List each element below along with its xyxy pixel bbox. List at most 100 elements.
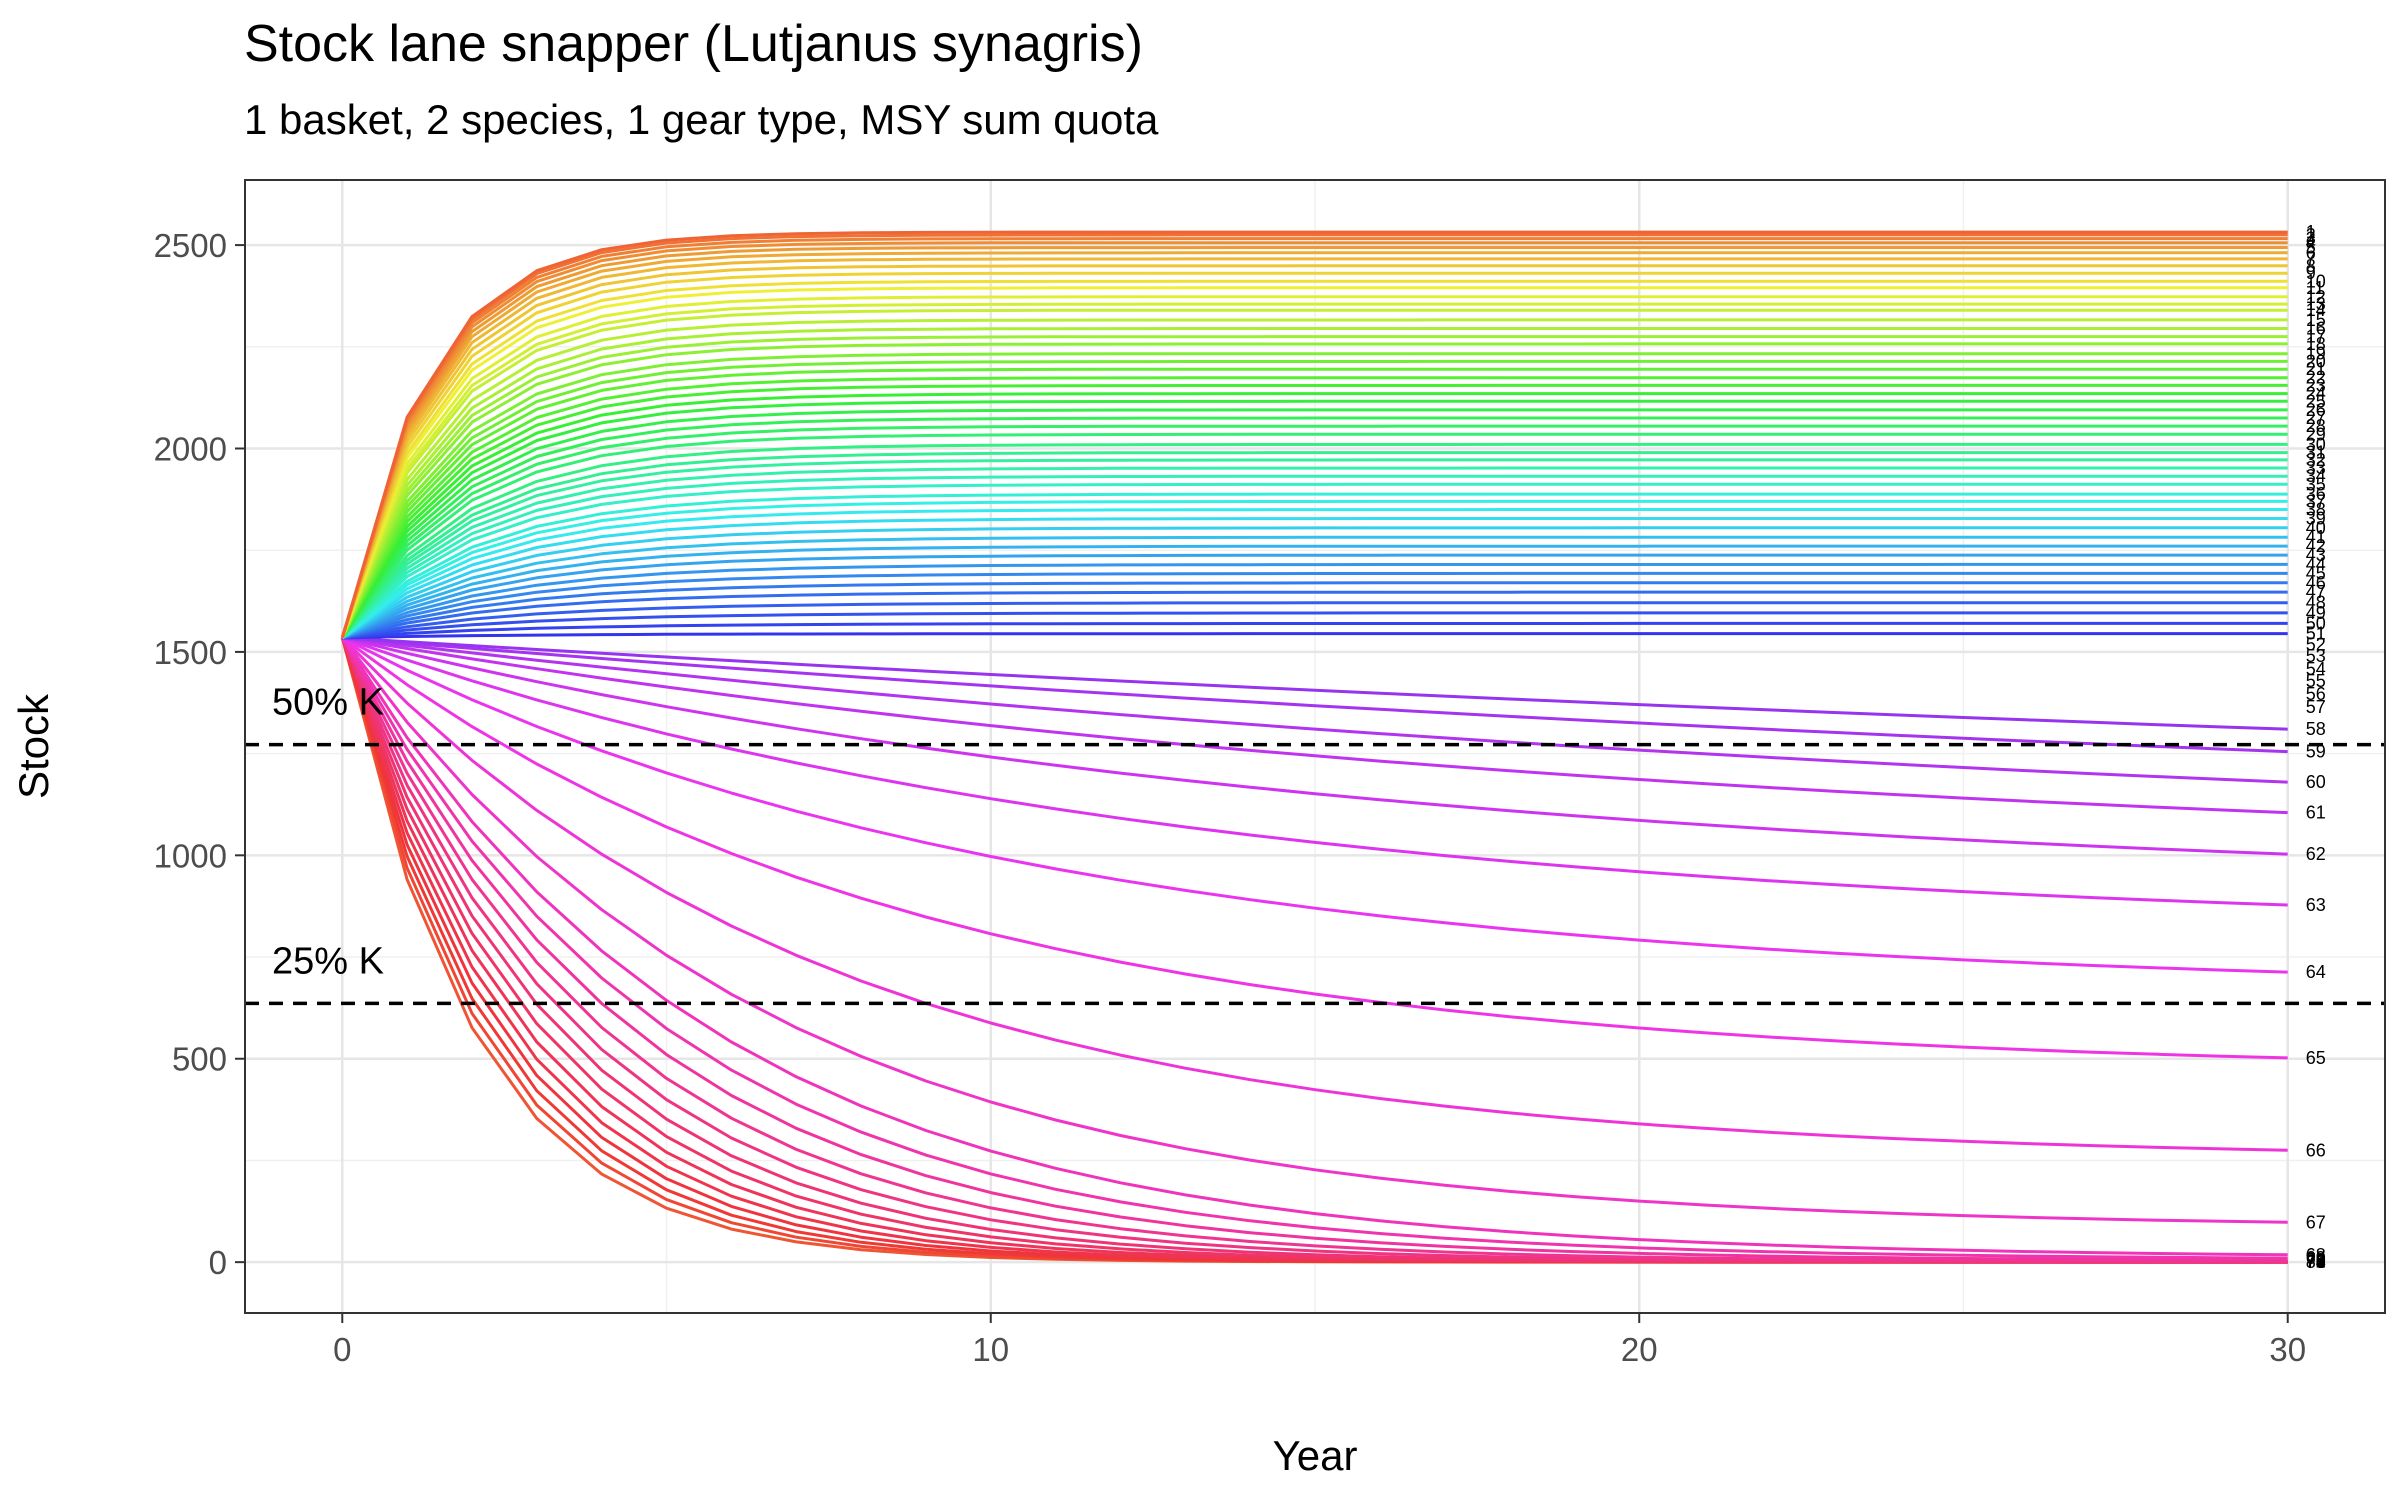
- series-line: [340, 637, 2288, 1263]
- series-end-label: 23: [2306, 375, 2326, 395]
- series-end-label: 79: [2306, 1252, 2326, 1272]
- series-line: [342, 632, 2288, 640]
- reference-lines: 50% K 25% K: [245, 682, 2385, 1006]
- chart-title: Stock lane snapper (Lutjanus synagris): [244, 15, 1143, 73]
- series-line: [340, 264, 2288, 639]
- series-end-label: 28: [2306, 416, 2326, 436]
- series-end-label: 47: [2306, 582, 2326, 602]
- series-line: [340, 241, 2288, 639]
- series-end-label: 55: [2306, 671, 2326, 691]
- x-tick-label: 30: [2269, 1331, 2306, 1368]
- y-tick-label: 1000: [154, 837, 227, 874]
- series-end-label: 11: [2306, 278, 2325, 298]
- series-end-label: 65: [2306, 1048, 2326, 1068]
- series-end-label: 58: [2306, 719, 2326, 739]
- series-end-label: 33: [2306, 458, 2326, 478]
- series-end-label: 9: [2306, 263, 2316, 283]
- series-end-label: 64: [2306, 962, 2326, 982]
- series-line: [341, 432, 2288, 639]
- series-end-label: 68: [2306, 1245, 2326, 1265]
- reference-line-label: 25% K: [272, 940, 384, 982]
- series-line: [341, 499, 2288, 639]
- series-end-label: 19: [2306, 344, 2326, 364]
- series-end-label: 5: [2306, 238, 2316, 258]
- series-end-label: 44: [2306, 554, 2326, 574]
- series-line: [342, 636, 2288, 784]
- series-end-label: 13: [2306, 294, 2326, 314]
- series-end-label: 26: [2306, 400, 2326, 420]
- series-end-label: 57: [2306, 697, 2326, 717]
- series-end-label: 42: [2306, 536, 2326, 556]
- series-line: [340, 376, 2288, 639]
- series-line: [340, 271, 2288, 639]
- series-end-label: 75: [2306, 1252, 2326, 1272]
- series-line: [340, 327, 2288, 639]
- series-line: [340, 246, 2288, 639]
- series-end-label: 73: [2306, 1252, 2326, 1272]
- series-end-label: 71: [2306, 1251, 2326, 1271]
- series-line: [341, 416, 2288, 639]
- series-line: [340, 286, 2288, 639]
- series-line: [341, 408, 2288, 639]
- series-end-label: 24: [2306, 384, 2326, 404]
- series-line: [341, 636, 2288, 1060]
- series-end-label: 17: [2306, 327, 2326, 347]
- series-end-label: 61: [2306, 803, 2326, 823]
- series-line: [340, 302, 2288, 639]
- series-line: [341, 482, 2288, 639]
- series-end-label: 4: [2306, 233, 2316, 253]
- series-end-label: 77: [2306, 1252, 2326, 1272]
- series-line: [341, 424, 2288, 639]
- series-line: [340, 279, 2288, 639]
- series-line: [341, 636, 2288, 1224]
- series-end-label: 29: [2306, 424, 2326, 444]
- series-end-label: 53: [2306, 646, 2326, 666]
- series-end-label: 39: [2306, 508, 2326, 528]
- series-end-label: 78: [2306, 1252, 2326, 1272]
- y-tick-label: 2000: [154, 431, 227, 468]
- y-tick-label: 2500: [154, 227, 227, 264]
- series-line: [340, 308, 2288, 639]
- series-line: [341, 636, 2288, 1152]
- series-end-label: 37: [2306, 491, 2326, 511]
- series-line: [340, 335, 2288, 639]
- series-end-label: 1: [2306, 222, 2316, 242]
- series-line: [341, 399, 2288, 639]
- series-line: [341, 474, 2288, 639]
- series-line: [342, 601, 2288, 640]
- series-end-label: 46: [2306, 573, 2326, 593]
- series-line: [341, 492, 2288, 639]
- series-line: [341, 458, 2288, 639]
- series-line: [341, 636, 2288, 1257]
- series-end-label: 27: [2306, 408, 2326, 428]
- series-end-label: 67: [2306, 1212, 2326, 1232]
- series-end-label: 14: [2306, 300, 2326, 320]
- series-end-label: 31: [2306, 443, 2326, 463]
- series-end-label: 45: [2306, 563, 2326, 583]
- x-tick-label: 10: [972, 1331, 1009, 1368]
- series-line: [341, 508, 2288, 639]
- series-line: [341, 392, 2288, 639]
- series-line: [341, 526, 2288, 639]
- series-end-label: 72: [2306, 1252, 2326, 1272]
- series-end-label: 74: [2306, 1252, 2326, 1272]
- series-end-label: 12: [2306, 287, 2326, 307]
- chart-subtitle: 1 basket, 2 species, 1 gear type, MSY su…: [244, 96, 1159, 143]
- grid: [245, 180, 2385, 1313]
- series-end-label: 36: [2306, 484, 2326, 504]
- series-line: [340, 318, 2288, 639]
- series-end-label: 70: [2306, 1250, 2326, 1270]
- series-end-label: 34: [2306, 466, 2326, 486]
- series-end-label: 10: [2306, 271, 2326, 291]
- series-line: [341, 544, 2288, 640]
- series-end-label: 62: [2306, 844, 2326, 864]
- series-line: [341, 636, 2288, 856]
- x-tick-label: 0: [333, 1331, 351, 1368]
- series-line: [340, 295, 2288, 639]
- series-end-label: 38: [2306, 500, 2326, 520]
- series-end-label: 3: [2306, 229, 2316, 249]
- series-line: [340, 637, 2288, 1262]
- series-end-label: 40: [2306, 518, 2326, 538]
- series-end-label: 50: [2306, 613, 2326, 633]
